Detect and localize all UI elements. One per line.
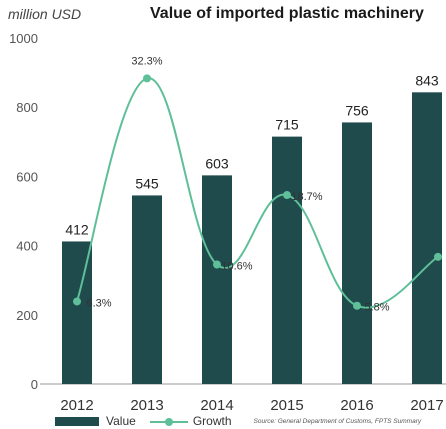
growth-point bbox=[73, 297, 81, 306]
bar-value-label: 545 bbox=[135, 175, 159, 191]
bar-value bbox=[272, 136, 302, 384]
bar-value bbox=[132, 195, 162, 384]
chart-title: Value of imported plastic machinery bbox=[150, 5, 424, 22]
y-tick-label: 600 bbox=[16, 169, 38, 184]
growth-point bbox=[353, 301, 361, 310]
legend-growth-swatch bbox=[149, 417, 188, 426]
y-tick-label: 200 bbox=[16, 308, 38, 323]
bar-value-label: 715 bbox=[275, 117, 299, 133]
bar-value-label: 412 bbox=[65, 221, 89, 237]
source-note: Source: General Department of Customs, F… bbox=[253, 417, 422, 425]
growth-label: 5.8% bbox=[364, 302, 389, 314]
legend: Value Growth Source: General Department … bbox=[55, 414, 421, 428]
y-tick-label: 800 bbox=[16, 100, 38, 115]
x-tick-label: 2016 bbox=[340, 397, 373, 414]
legend-value-label: Value bbox=[106, 414, 136, 428]
y-tick-label: 400 bbox=[16, 239, 38, 254]
growth-label: 18.7% bbox=[291, 191, 322, 203]
legend-growth-label: Growth bbox=[192, 414, 232, 428]
y-axis-unit-label: million USD bbox=[8, 6, 82, 22]
y-tick-label: 0 bbox=[31, 377, 38, 392]
legend-value-swatch bbox=[55, 416, 99, 426]
x-tick-label: 2013 bbox=[130, 397, 163, 414]
growth-point bbox=[434, 252, 442, 261]
growth-point bbox=[283, 191, 291, 200]
y-tick-label: 1000 bbox=[9, 31, 38, 46]
bar-value-label: 843 bbox=[415, 72, 439, 88]
growth-label: 32.3% bbox=[131, 55, 162, 67]
x-tick-label: 2012 bbox=[60, 397, 93, 414]
x-tick-label: 2014 bbox=[200, 397, 233, 414]
x-tick-label: 2015 bbox=[270, 397, 303, 414]
bar-value bbox=[342, 122, 372, 384]
growth-point bbox=[213, 260, 221, 269]
bar-value bbox=[202, 175, 232, 384]
bar-value-label: 603 bbox=[205, 155, 229, 171]
growth-line bbox=[76, 77, 439, 309]
growth-label: 6.3% bbox=[86, 297, 111, 309]
x-tick-label: 2017 bbox=[410, 397, 443, 414]
growth-point bbox=[143, 74, 151, 83]
growth-label: 10.6% bbox=[221, 261, 252, 273]
bar-value bbox=[412, 92, 442, 385]
bar-value-label: 756 bbox=[345, 102, 369, 118]
